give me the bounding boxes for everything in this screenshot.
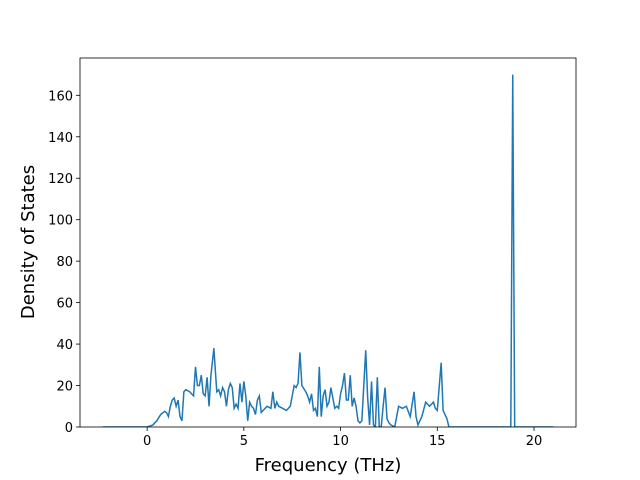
- x-axis-label: Frequency (THz): [255, 455, 402, 476]
- x-tick-label: 5: [240, 434, 248, 449]
- y-tick-label: 40: [56, 338, 73, 353]
- plot-frame: [79, 57, 577, 428]
- y-tick-label: 100: [48, 214, 73, 229]
- y-axis-label: Density of States: [18, 165, 39, 319]
- y-tick-label: 120: [48, 172, 73, 187]
- y-tick-label: 80: [56, 255, 73, 270]
- x-tick-label: 15: [429, 434, 446, 449]
- x-tick-label: 20: [526, 434, 543, 449]
- x-tick-label: 0: [143, 434, 151, 449]
- y-tick-label: 60: [56, 297, 73, 312]
- y-tick-label: 160: [48, 89, 73, 104]
- y-tick-label: 0: [65, 421, 73, 436]
- y-tick-label: 20: [56, 380, 73, 395]
- x-tick-label: 10: [332, 434, 349, 449]
- y-tick-label: 140: [48, 131, 73, 146]
- line: [102, 74, 554, 427]
